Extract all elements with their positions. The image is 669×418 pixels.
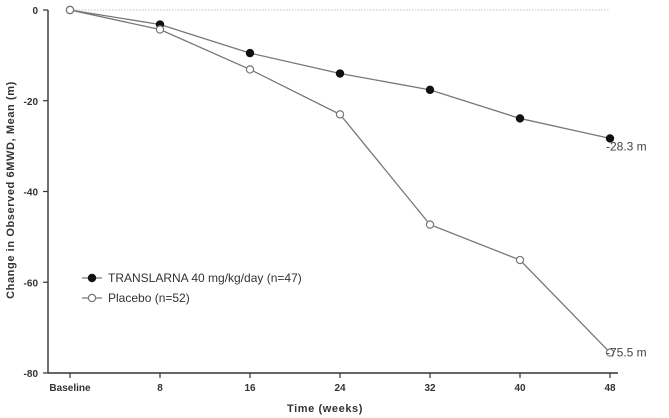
data-point [245,48,255,58]
data-point [335,110,345,119]
y-tick-label: -20 [24,97,39,108]
legend-marker [87,273,97,283]
y-tick-label: -40 [24,188,39,199]
end-value-label: -75.5 m [606,346,647,360]
data-point [605,134,615,143]
data-point [425,85,435,95]
data-point [65,5,75,15]
x-tick-label: 16 [244,383,256,394]
x-tick-label: 40 [514,383,526,394]
x-tick-label: 24 [334,383,346,394]
y-axis-title: Change in Observed 6MWD, Mean (m) [5,81,17,299]
series-1: -28.3 m [65,5,647,153]
data-point [425,220,435,229]
y-tick-label: -60 [24,278,39,289]
axes-layer [47,10,618,374]
legend-entry: TRANSLARNA 40 mg/kg/day (n=47) [108,271,302,285]
legend-entry: Placebo (n=52) [108,291,190,305]
data-point [515,255,525,265]
data-point [335,69,345,78]
y-tick-label: -80 [24,369,39,380]
data-point [605,348,615,357]
x-tick-label: 8 [157,383,163,394]
series-2: -75.5 m [65,5,647,360]
x-tick-label: 48 [604,383,616,394]
series-layer: -28.3 m -75.5 m [65,5,647,360]
data-point [155,25,165,34]
x-tick-label: 32 [424,383,436,394]
data-point [515,114,525,123]
x-axis-title: Time (weeks) [287,403,363,415]
y-tick-label: 0 [32,6,38,17]
legend-marker [87,293,97,303]
x-tick-label: Baseline [49,383,91,394]
end-value-label: -28.3 m [606,139,647,153]
ticks-layer: 0 -20 -40 -60 -80 Baseline 8 16 24 32 40 48 [24,6,616,394]
legend: TRANSLARNA 40 mg/kg/day (n=47) Placebo (n… [82,271,302,305]
data-point [245,65,255,74]
